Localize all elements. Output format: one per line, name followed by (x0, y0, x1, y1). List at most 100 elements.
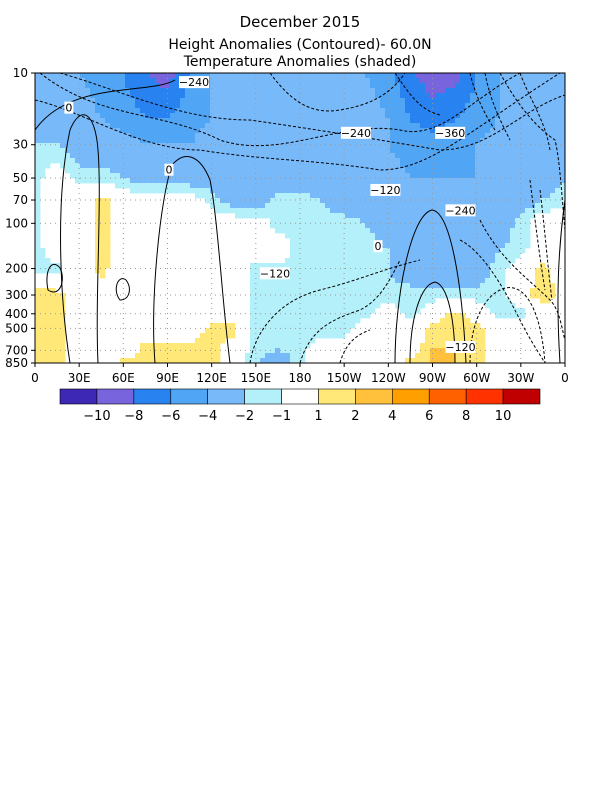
shade-cell (330, 293, 336, 299)
shade-cell (160, 83, 166, 89)
shade-cell (390, 178, 396, 184)
shade-cell (195, 343, 201, 349)
shade-cell (410, 218, 416, 224)
shade-cell (335, 178, 341, 184)
shade-cell (480, 173, 486, 179)
shade-cell (550, 123, 556, 129)
shade-cell (180, 88, 186, 94)
shade-cell (305, 173, 311, 179)
shade-cell (55, 303, 61, 309)
shade-cell (540, 148, 546, 154)
shade-cell (105, 153, 111, 159)
shade-cell (375, 298, 381, 304)
shade-cell (300, 198, 306, 204)
shade-cell (450, 283, 456, 289)
shade-cell (450, 88, 456, 94)
shade-cell (295, 93, 301, 99)
shade-cell (170, 98, 176, 104)
shade-cell (390, 128, 396, 134)
shade-cell (335, 288, 341, 294)
shade-cell (235, 213, 241, 219)
shade-cell (45, 123, 51, 129)
shade-cell (260, 178, 266, 184)
shade-cell (410, 73, 416, 79)
shade-cell (315, 203, 321, 209)
shade-cell (490, 133, 496, 139)
shade-cell (445, 108, 451, 114)
shade-cell (50, 133, 56, 139)
shade-cell (430, 248, 436, 254)
shade-cell (285, 298, 291, 304)
shade-cell (205, 328, 211, 334)
shade-cell (60, 133, 66, 139)
shade-cell (480, 243, 486, 249)
shade-cell (545, 273, 551, 279)
shade-cell (410, 273, 416, 279)
shade-cell (40, 163, 46, 169)
shade-cell (520, 183, 526, 189)
shade-cell (395, 243, 401, 249)
shade-cell (270, 83, 276, 89)
shade-cell (390, 93, 396, 99)
shade-cell (185, 348, 191, 354)
shade-cell (270, 98, 276, 104)
shade-cell (535, 103, 541, 109)
shade-cell (230, 188, 236, 194)
shade-cell (415, 188, 421, 194)
shade-cell (410, 88, 416, 94)
shade-cell (245, 148, 251, 154)
shade-cell (385, 118, 391, 124)
shade-cell (155, 188, 161, 194)
shade-cell (370, 258, 376, 264)
shade-cell (410, 123, 416, 129)
shade-cell (370, 208, 376, 214)
shade-cell (395, 158, 401, 164)
shade-cell (325, 178, 331, 184)
shade-cell (290, 178, 296, 184)
shade-cell (125, 358, 131, 363)
shade-cell (325, 283, 331, 289)
shade-cell (330, 143, 336, 149)
shade-cell (170, 113, 176, 119)
shade-cell (520, 128, 526, 134)
shade-cell (135, 93, 141, 99)
shade-cell (285, 173, 291, 179)
shade-cell (385, 73, 391, 79)
shade-cell (95, 198, 101, 204)
shade-cell (340, 183, 346, 189)
shade-cell (60, 328, 66, 334)
shade-cell (375, 253, 381, 259)
shade-cell (290, 173, 296, 179)
shade-cell (530, 78, 536, 84)
shade-cell (420, 123, 426, 129)
shade-cell (120, 183, 126, 189)
shade-cell (110, 173, 116, 179)
shade-cell (470, 183, 476, 189)
shade-cell (470, 283, 476, 289)
shade-cell (330, 193, 336, 199)
shade-cell (335, 293, 341, 299)
shade-cell (85, 133, 91, 139)
shade-cell (340, 188, 346, 194)
contour-dashed (469, 73, 496, 131)
shade-cell (540, 108, 546, 114)
shade-cell (205, 188, 211, 194)
shade-cell (335, 173, 341, 179)
shade-cell (195, 118, 201, 124)
shade-cell (540, 73, 546, 79)
shade-cell (355, 303, 361, 309)
shade-cell (60, 158, 66, 164)
shade-cell (315, 83, 321, 89)
shade-cell (215, 98, 221, 104)
shade-cell (435, 93, 441, 99)
shade-cell (270, 113, 276, 119)
shade-cell (265, 148, 271, 154)
shade-cell (545, 168, 551, 174)
shade-cell (240, 213, 246, 219)
shade-cell (345, 198, 351, 204)
shade-cell (440, 98, 446, 104)
shade-cell (340, 158, 346, 164)
shade-cell (125, 103, 131, 109)
shade-cell (420, 113, 426, 119)
shade-cell (305, 103, 311, 109)
